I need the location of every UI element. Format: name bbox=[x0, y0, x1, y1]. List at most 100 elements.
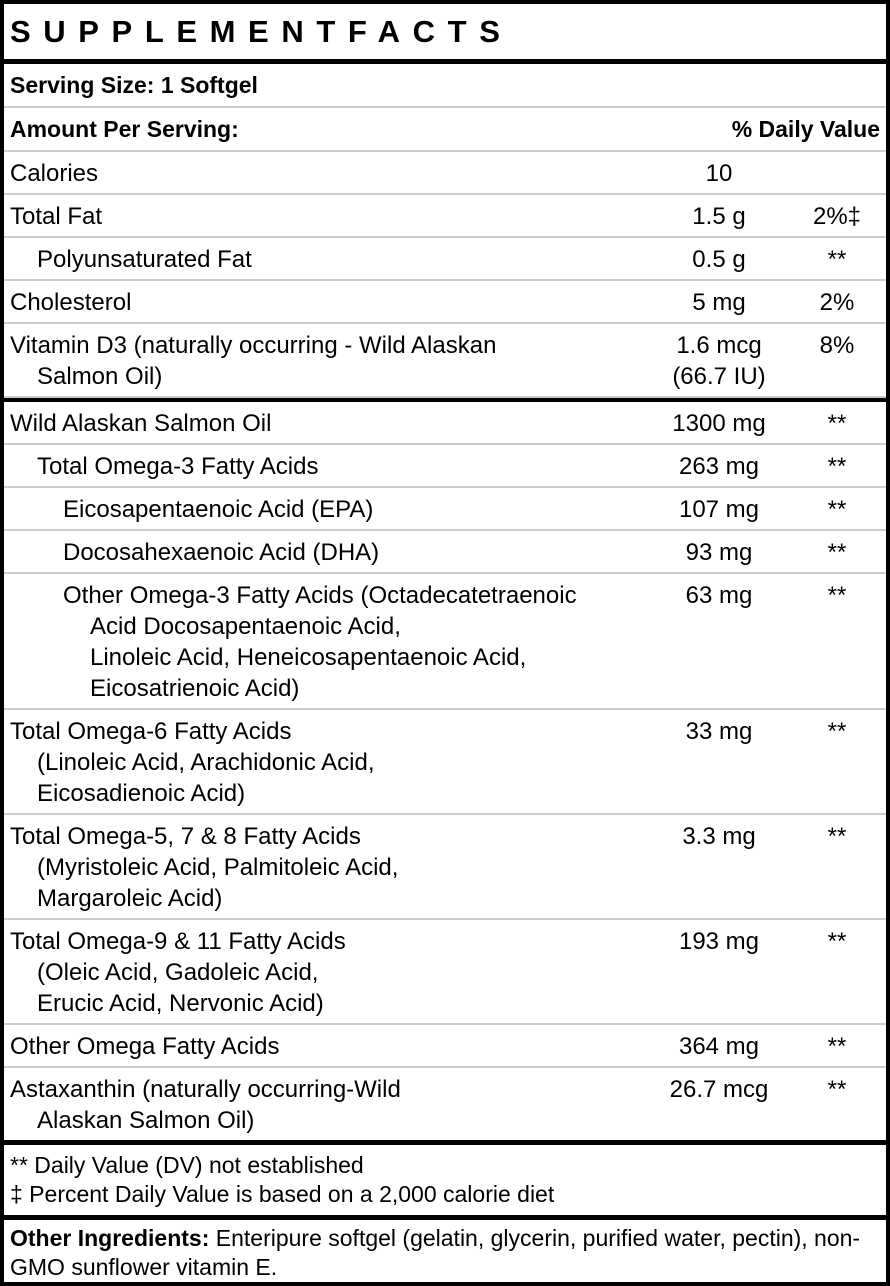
daily-value-text: ** bbox=[827, 410, 847, 437]
daily-value: ** bbox=[792, 494, 882, 525]
daily-value-text: ** bbox=[827, 496, 847, 523]
nutrient-name: Total Omega-9 & 11 Fatty Acids (Oleic Aci… bbox=[4, 926, 646, 1019]
nutrient-amount: 107 mg bbox=[646, 494, 792, 525]
nutrient-name: Calories bbox=[4, 158, 646, 189]
nutrient-name: Other Omega Fatty Acids bbox=[4, 1031, 646, 1062]
name-line: Linoleic Acid, Heneicosapentaenoic Acid, bbox=[90, 644, 527, 671]
footnotes: ** Daily Value (DV) not established ‡ Pe… bbox=[4, 1140, 886, 1215]
nutrient-amount: 5 mg bbox=[646, 287, 792, 318]
footnote: ‡ Percent Daily Value is based on a 2,00… bbox=[10, 1181, 555, 1207]
nutrient-row: Total Fat 1.5 g 2%‡ bbox=[4, 195, 886, 238]
daily-value: 2%‡ bbox=[792, 201, 882, 232]
nutrient-amount: 0.5 g bbox=[646, 244, 792, 275]
nutrient-amount: 63 mg bbox=[646, 580, 792, 704]
name-line: Eicosapentaenoic Acid (EPA) bbox=[63, 496, 374, 523]
daily-value-text: ** bbox=[827, 928, 847, 955]
amount-line: 93 mg bbox=[685, 539, 753, 566]
daily-value: ** bbox=[792, 1031, 882, 1062]
daily-value-text: 2%‡ bbox=[812, 203, 862, 230]
amount-line: 26.7 mcg bbox=[669, 1076, 769, 1103]
name-line: Total Omega-3 Fatty Acids bbox=[37, 453, 319, 480]
nutrient-amount: 26.7 mcg bbox=[646, 1074, 792, 1136]
daily-value: 2% bbox=[792, 287, 882, 318]
name-line: (Linoleic Acid, Arachidonic Acid, bbox=[37, 749, 375, 776]
serving-size: Serving Size: 1 Softgel bbox=[4, 64, 886, 108]
amount-line: 5 mg bbox=[692, 289, 746, 316]
daily-value: ** bbox=[792, 244, 882, 275]
amount-line: 364 mg bbox=[678, 1033, 760, 1060]
name-line: Erucic Acid, Nervonic Acid) bbox=[37, 990, 324, 1017]
name-line: Total Omega-5, 7 & 8 Fatty Acids bbox=[10, 823, 361, 850]
amount-line: 193 mg bbox=[678, 928, 760, 955]
name-line: Eicosadienoic Acid) bbox=[37, 780, 246, 807]
daily-value-text: ** bbox=[827, 539, 847, 566]
nutrient-amount: 33 mg bbox=[646, 716, 792, 809]
amount-line: 1300 mg bbox=[672, 410, 766, 437]
daily-value-text: 8% bbox=[819, 332, 855, 359]
nutrient-name: Total Fat bbox=[4, 201, 646, 232]
name-line: Eicosatrienoic Acid) bbox=[90, 675, 300, 702]
daily-value: ** bbox=[792, 537, 882, 568]
ingredients-label: Other Ingredients: bbox=[10, 1225, 210, 1251]
amount-line: 63 mg bbox=[685, 582, 753, 609]
amount-line: 107 mg bbox=[678, 496, 760, 523]
nutrient-rows: Calories 10 Total Fat 1.5 g 2%‡ Polyunsaturat… bbox=[4, 152, 886, 1140]
nutrient-row: Other Omega Fatty Acids 364 mg ** bbox=[4, 1025, 886, 1068]
name-line: Calories bbox=[10, 160, 99, 187]
name-line: Total Omega-9 & 11 Fatty Acids bbox=[10, 928, 346, 955]
nutrient-amount: 263 mg bbox=[646, 451, 792, 482]
panel-title: SUPPLEMENTFACTS bbox=[4, 4, 886, 64]
daily-value: ** bbox=[792, 451, 882, 482]
nutrient-amount: 364 mg bbox=[646, 1031, 792, 1062]
nutrient-name: Docosahexaenoic Acid (DHA) bbox=[4, 537, 646, 568]
name-line: Vitamin D3 (naturally occurring - Wild A… bbox=[10, 332, 497, 359]
nutrient-row: Polyunsaturated Fat 0.5 g ** bbox=[4, 238, 886, 281]
nutrient-amount: 93 mg bbox=[646, 537, 792, 568]
name-line: Salmon Oil) bbox=[37, 363, 163, 390]
amount-line: 1.6 mcg bbox=[676, 332, 762, 359]
name-line: Astaxanthin (naturally occurring-Wild bbox=[10, 1076, 401, 1103]
amount-line: 10 bbox=[705, 160, 733, 187]
nutrient-row: Wild Alaskan Salmon Oil 1300 mg ** bbox=[4, 398, 886, 445]
nutrient-amount: 1300 mg bbox=[646, 408, 792, 439]
nutrient-name: Eicosapentaenoic Acid (EPA) bbox=[4, 494, 646, 525]
daily-value-text: 2% bbox=[819, 289, 855, 316]
nutrient-name: Total Omega-3 Fatty Acids bbox=[4, 451, 646, 482]
name-line: Wild Alaskan Salmon Oil bbox=[10, 410, 272, 437]
amount-line: 33 mg bbox=[685, 718, 753, 745]
amount-line: 263 mg bbox=[678, 453, 760, 480]
nutrient-name: Other Omega-3 Fatty Acids (Octadecatetra… bbox=[4, 580, 646, 704]
daily-value bbox=[792, 158, 882, 189]
nutrient-row: Docosahexaenoic Acid (DHA) 93 mg ** bbox=[4, 531, 886, 574]
amount-line: (66.7 IU) bbox=[672, 363, 766, 390]
name-line: Total Fat bbox=[10, 203, 103, 230]
nutrient-name: Total Omega-5, 7 & 8 Fatty Acids (Myristo… bbox=[4, 821, 646, 914]
nutrient-amount: 193 mg bbox=[646, 926, 792, 1019]
daily-value: ** bbox=[792, 716, 882, 809]
daily-value: ** bbox=[792, 408, 882, 439]
daily-value: ** bbox=[792, 821, 882, 914]
daily-value: ** bbox=[792, 580, 882, 704]
amount-header: Amount Per Serving: bbox=[10, 116, 239, 142]
daily-value: ** bbox=[792, 926, 882, 1019]
daily-value-text: ** bbox=[827, 823, 847, 850]
daily-value-text: ** bbox=[827, 1076, 847, 1103]
daily-value-text: ** bbox=[827, 1033, 847, 1060]
amount-line: 0.5 g bbox=[692, 246, 746, 273]
name-line: Alaskan Salmon Oil) bbox=[37, 1107, 255, 1134]
amount-line: 3.3 mg bbox=[682, 823, 756, 850]
name-line: Other Omega-3 Fatty Acids (Octadecatetra… bbox=[63, 582, 577, 609]
nutrient-row: Total Omega-6 Fatty Acids (Linoleic Acid,… bbox=[4, 710, 886, 815]
nutrient-row: Total Omega-5, 7 & 8 Fatty Acids (Myristo… bbox=[4, 815, 886, 920]
daily-value-header: % Daily Value bbox=[731, 116, 880, 142]
name-line: Total Omega-6 Fatty Acids bbox=[10, 718, 292, 745]
daily-value-text: ** bbox=[827, 582, 847, 609]
name-line: Cholesterol bbox=[10, 289, 132, 316]
name-line: (Oleic Acid, Gadoleic Acid, bbox=[37, 959, 319, 986]
nutrient-name: Astaxanthin (naturally occurring-Wild Ala… bbox=[4, 1074, 646, 1136]
nutrient-amount: 10 bbox=[646, 158, 792, 189]
name-line: Other Omega Fatty Acids bbox=[10, 1033, 280, 1060]
name-line: Acid Docosapentaenoic Acid, bbox=[90, 613, 401, 640]
